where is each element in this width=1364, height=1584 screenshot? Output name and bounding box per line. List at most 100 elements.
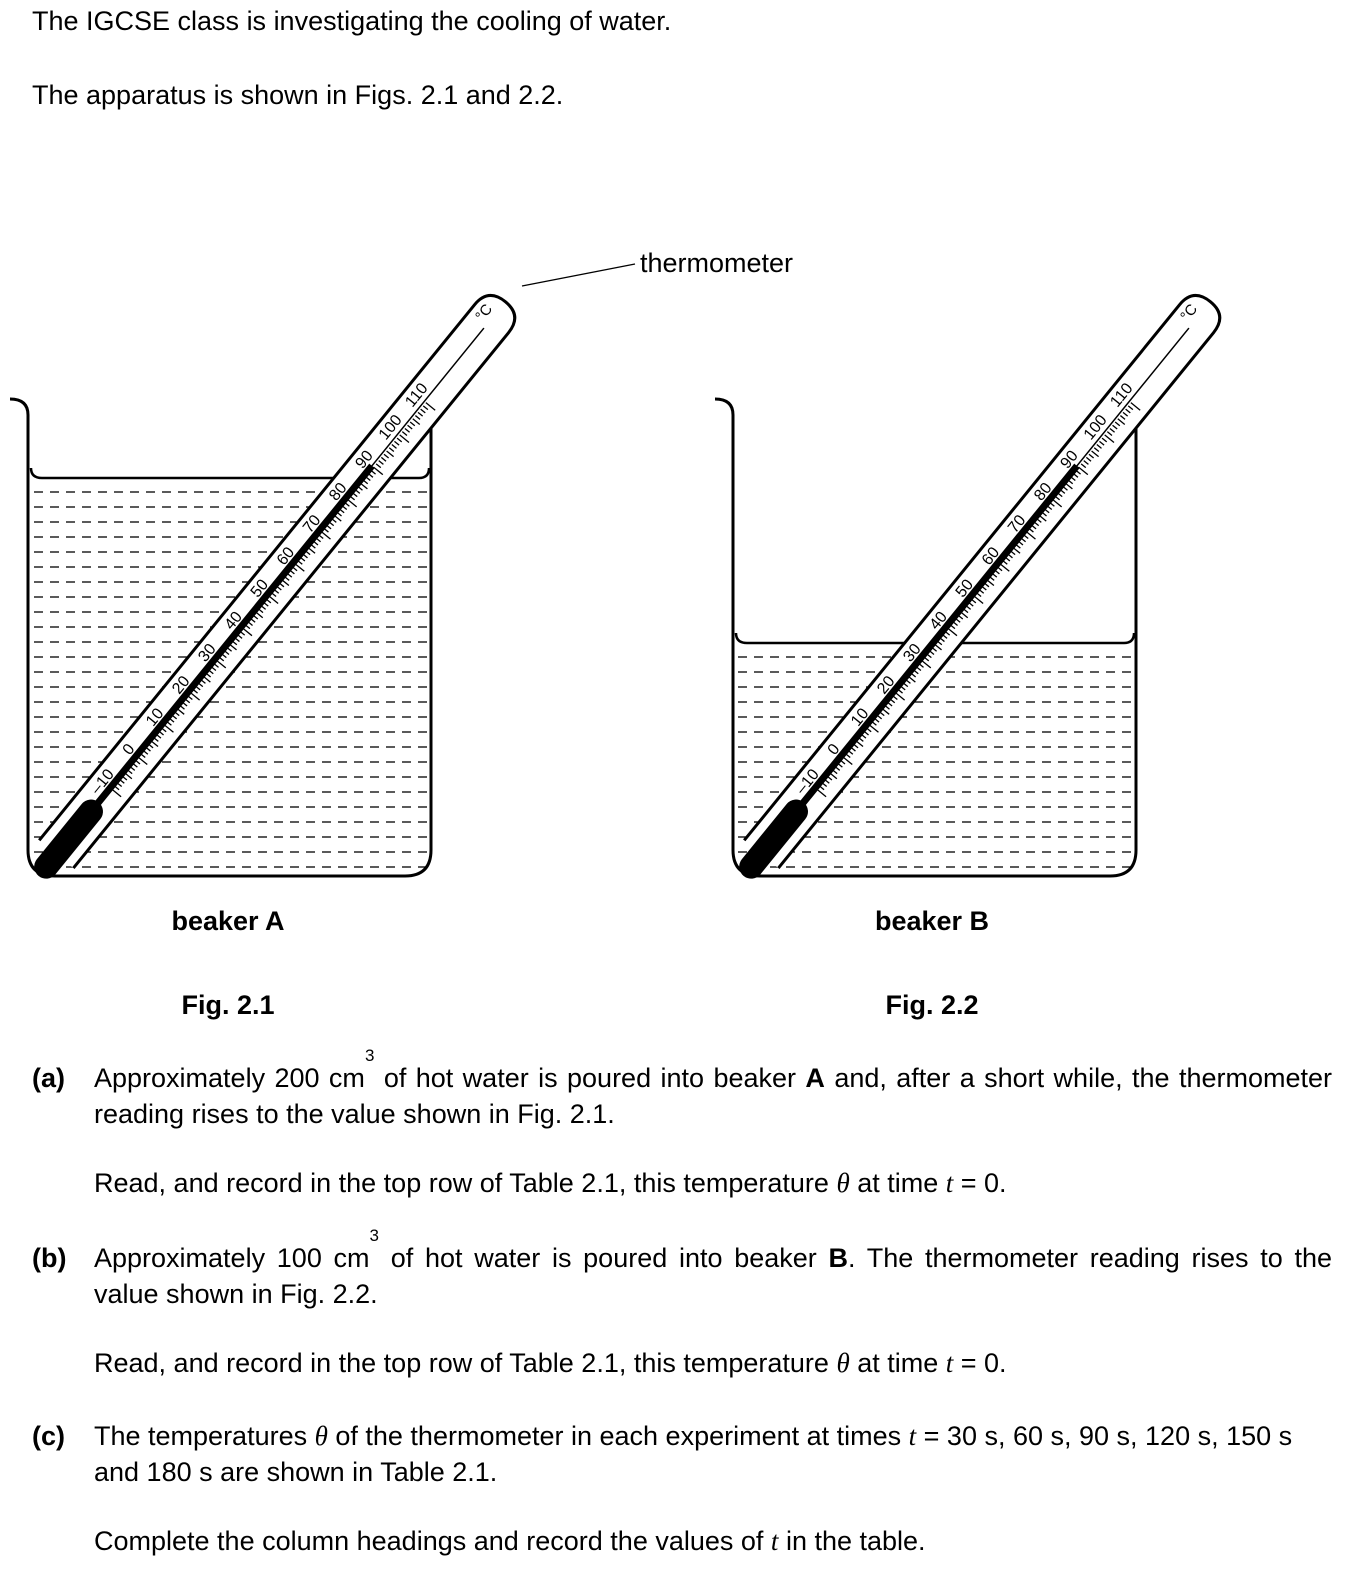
scale-tick — [818, 785, 825, 791]
scale-tick — [934, 643, 942, 651]
scale-tick — [1051, 498, 1063, 508]
scale-tick — [952, 621, 958, 626]
scale-tick — [1049, 502, 1055, 507]
thermometer-pointer-line — [521, 263, 636, 287]
scale-tick — [1088, 453, 1095, 459]
scale-tick — [202, 675, 211, 683]
scale-tick — [889, 698, 896, 704]
scale-tick — [931, 646, 938, 652]
scale-tick — [171, 714, 178, 720]
scale-tick — [1002, 559, 1008, 565]
scale-tick — [174, 711, 180, 717]
scale-tick — [1062, 485, 1068, 491]
scale-tick — [124, 772, 133, 780]
beaker-a-label: beaker A — [171, 906, 285, 936]
scale-tick — [1033, 521, 1040, 527]
scale-tick — [983, 582, 990, 588]
scale-tick — [845, 753, 851, 759]
scale-tick — [902, 682, 909, 688]
scale-tick — [210, 666, 217, 672]
scale-tick — [991, 572, 998, 578]
scale-tick — [1004, 556, 1011, 562]
scale-tick — [312, 540, 319, 546]
scale-tick — [265, 598, 272, 604]
scale-tick — [268, 595, 279, 604]
scale-tick — [182, 701, 188, 707]
scale-tick — [150, 740, 159, 748]
scale-tick — [863, 730, 869, 736]
scale-tick — [1036, 518, 1042, 523]
scale-tick — [247, 621, 253, 626]
scale-tick — [383, 453, 390, 459]
scale-tick — [879, 711, 885, 717]
scale-tick — [386, 450, 394, 458]
scale-tick — [866, 727, 872, 733]
scale-tick — [900, 685, 906, 691]
scale-tick — [166, 721, 172, 726]
scale-tick — [291, 566, 298, 572]
scale-tick — [1078, 466, 1089, 476]
scale-tick — [907, 675, 916, 683]
scale-tick — [354, 489, 361, 494]
scale-tick — [257, 608, 264, 614]
scale-tick — [134, 759, 141, 765]
scale-tick — [192, 688, 198, 694]
scale-tick — [289, 569, 295, 575]
scale-tick — [860, 733, 867, 739]
scale-tick — [881, 708, 890, 715]
scale-tick — [255, 611, 264, 619]
beaker-b-label: beaker B — [874, 906, 990, 936]
scale-tick — [163, 724, 174, 733]
scale-tick — [834, 766, 841, 771]
scale-tick — [362, 479, 369, 485]
scale-tick — [218, 656, 225, 662]
scale-tick — [187, 695, 193, 701]
scale-tick — [244, 624, 251, 630]
scale-tick — [278, 582, 285, 588]
scale-tick — [184, 698, 191, 704]
scale-tick — [1122, 411, 1129, 417]
scale-tick — [195, 685, 201, 691]
question-c-text: The temperatures θ of the thermometer in… — [94, 1421, 1293, 1487]
scale-tick — [996, 566, 1003, 572]
scale-tick — [328, 521, 335, 527]
scale-tick — [1096, 444, 1102, 449]
question-b-instruction: Read, and record in the top row of Table… — [94, 1348, 1007, 1378]
thermometer-scale-ticks — [111, 402, 436, 798]
scale-tick — [200, 679, 206, 684]
scale-tick — [1119, 415, 1126, 420]
scale-tick — [1106, 431, 1113, 436]
scale-tick — [926, 653, 932, 659]
scale-tick — [297, 559, 303, 565]
question-a: (a) Approximately 200 cm3 of hot water i… — [32, 1047, 1332, 1132]
question-b-text: Approximately 100 cm3 of hot water is po… — [94, 1226, 1332, 1309]
scale-tick — [189, 692, 201, 701]
scale-tick — [1041, 511, 1047, 517]
scale-tick — [816, 788, 827, 798]
scale-tick — [1023, 534, 1029, 540]
scale-tick — [821, 782, 828, 787]
scale-tick — [1030, 524, 1037, 530]
scale-tick — [252, 614, 259, 620]
scale-tick — [939, 637, 945, 643]
scale-tick — [994, 569, 1000, 575]
intro-line-1: The IGCSE class is investigating the coo… — [32, 6, 672, 36]
scale-tick — [1020, 537, 1026, 543]
scale-tick — [847, 749, 854, 755]
thermometer-label: thermometer — [640, 248, 794, 278]
scale-tick — [1099, 440, 1105, 446]
scale-tick — [947, 627, 958, 637]
scale-tick — [955, 617, 961, 623]
scale-tick — [1010, 550, 1016, 556]
scale-tick — [357, 485, 363, 491]
scale-tick — [1017, 540, 1024, 546]
scale-tick — [858, 737, 864, 742]
scale-tick — [223, 650, 230, 655]
scale-tick — [349, 495, 356, 501]
scale-tick — [226, 646, 233, 652]
scale-tick — [281, 579, 290, 586]
scale-tick — [127, 769, 133, 775]
scale-tick — [965, 605, 972, 610]
scale-tick — [923, 656, 930, 662]
